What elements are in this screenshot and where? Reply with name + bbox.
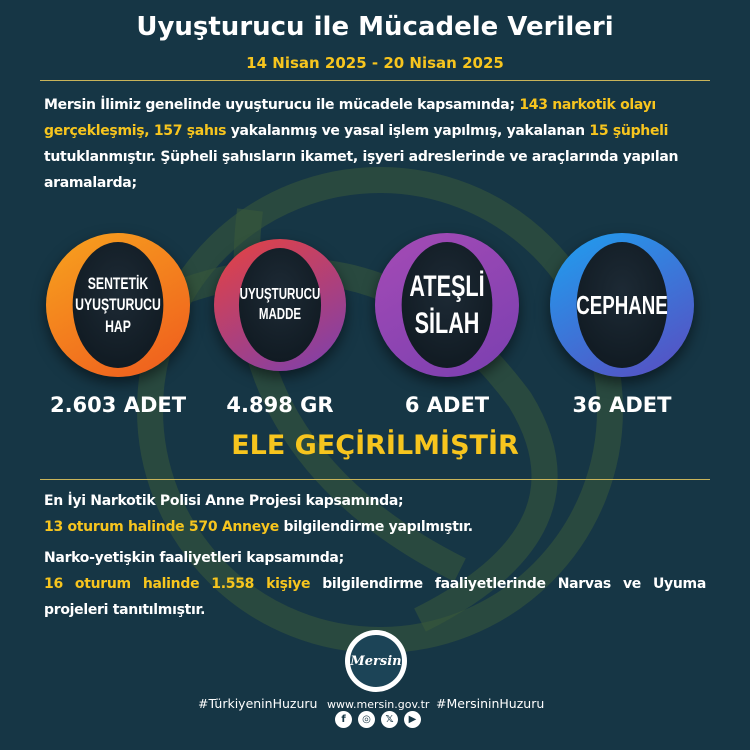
hashtag-left: #TürkiyeninHuzuru bbox=[198, 696, 318, 711]
x-icon[interactable]: 𝕏 bbox=[381, 711, 398, 728]
mother-project-text: En İyi Narkotik Polisi Anne Projesi kaps… bbox=[44, 488, 706, 540]
category-label: ATEŞLİ SİLAH bbox=[409, 268, 484, 343]
category-circle: CEPHANE bbox=[550, 233, 694, 377]
hashtag-right: #MersininHuzuru bbox=[436, 696, 545, 711]
category-label: SENTETİK UYUŞTURUCU HAP bbox=[75, 273, 161, 337]
divider bbox=[40, 80, 710, 81]
intro-highlight: 143 narkotik olayı gerçekleşmiş, 157 şah… bbox=[44, 97, 656, 139]
instagram-icon[interactable]: ◎ bbox=[358, 711, 375, 728]
category-label-line: CEPHANE bbox=[576, 289, 668, 320]
category-value: 6 ADET bbox=[404, 393, 490, 417]
facebook-icon[interactable]: f bbox=[335, 711, 352, 728]
category-label-line: MADDE bbox=[258, 306, 302, 323]
category-label-line: SENTETİK bbox=[87, 274, 149, 294]
narko-text: Narko-yetişkin faaliyetleri kapsamında; … bbox=[44, 545, 706, 623]
youtube-icon[interactable]: ▶ bbox=[404, 711, 421, 728]
divider bbox=[40, 479, 710, 480]
intro-text: Mersin İlimiz genelinde uyuşturucu ile m… bbox=[44, 92, 706, 196]
intro-part: yakalanmış ve yasal işlem yapılmış, yaka… bbox=[226, 123, 590, 139]
category-circle: SENTETİK UYUŞTURUCU HAP bbox=[46, 233, 190, 377]
category-label-line: HAP bbox=[105, 316, 131, 336]
category-label-line: UYUŞTURUCU bbox=[75, 295, 161, 315]
category-label: UYUŞTURUCU MADDE bbox=[240, 285, 321, 325]
mother-project-rest: bilgilendirme yapılmıştır. bbox=[278, 519, 473, 535]
narko-rest: bilgilendirme faaliyetlerinde Narvas ve … bbox=[44, 576, 706, 618]
category-label: CEPHANE bbox=[576, 289, 668, 322]
social-links: f ◎ 𝕏 ▶ bbox=[335, 711, 421, 728]
category-value: 2.603 ADET bbox=[49, 393, 187, 417]
category-label-line: UYUŞTURUCU bbox=[239, 286, 321, 303]
category-label-line: SİLAH bbox=[414, 307, 480, 340]
website-link[interactable]: www.mersin.gov.tr bbox=[327, 698, 430, 711]
category-circle: UYUŞTURUCU MADDE bbox=[214, 239, 346, 371]
mersin-valiligi-logo: Mersin bbox=[345, 630, 407, 692]
page-title: Uyuşturucu ile Mücadele Verileri bbox=[136, 12, 614, 42]
mother-project-line: En İyi Narkotik Polisi Anne Projesi kaps… bbox=[44, 493, 404, 509]
category-circle: ATEŞLİ SİLAH bbox=[375, 233, 519, 377]
category-value: 36 ADET bbox=[572, 393, 672, 417]
narko-line: Narko-yetişkin faaliyetleri kapsamında; bbox=[44, 550, 344, 566]
intro-part: Mersin İlimiz genelinde uyuşturucu ile m… bbox=[44, 97, 520, 113]
intro-highlight: 15 şüpheli bbox=[589, 123, 669, 139]
category-label-line: ATEŞLİ bbox=[409, 269, 485, 303]
mother-project-highlight: 13 oturum halinde 570 Anneye bbox=[44, 519, 279, 535]
seized-heading: ELE GEÇİRİLMİŞTİR bbox=[231, 430, 519, 461]
intro-part: tutuklanmıştır. Şüpheli şahısların ikame… bbox=[44, 149, 679, 191]
narko-highlight: 16 oturum halinde 1.558 kişiye bbox=[44, 576, 311, 592]
date-range: 14 Nisan 2025 - 20 Nisan 2025 bbox=[246, 54, 504, 72]
category-value: 4.898 GR bbox=[226, 393, 334, 417]
